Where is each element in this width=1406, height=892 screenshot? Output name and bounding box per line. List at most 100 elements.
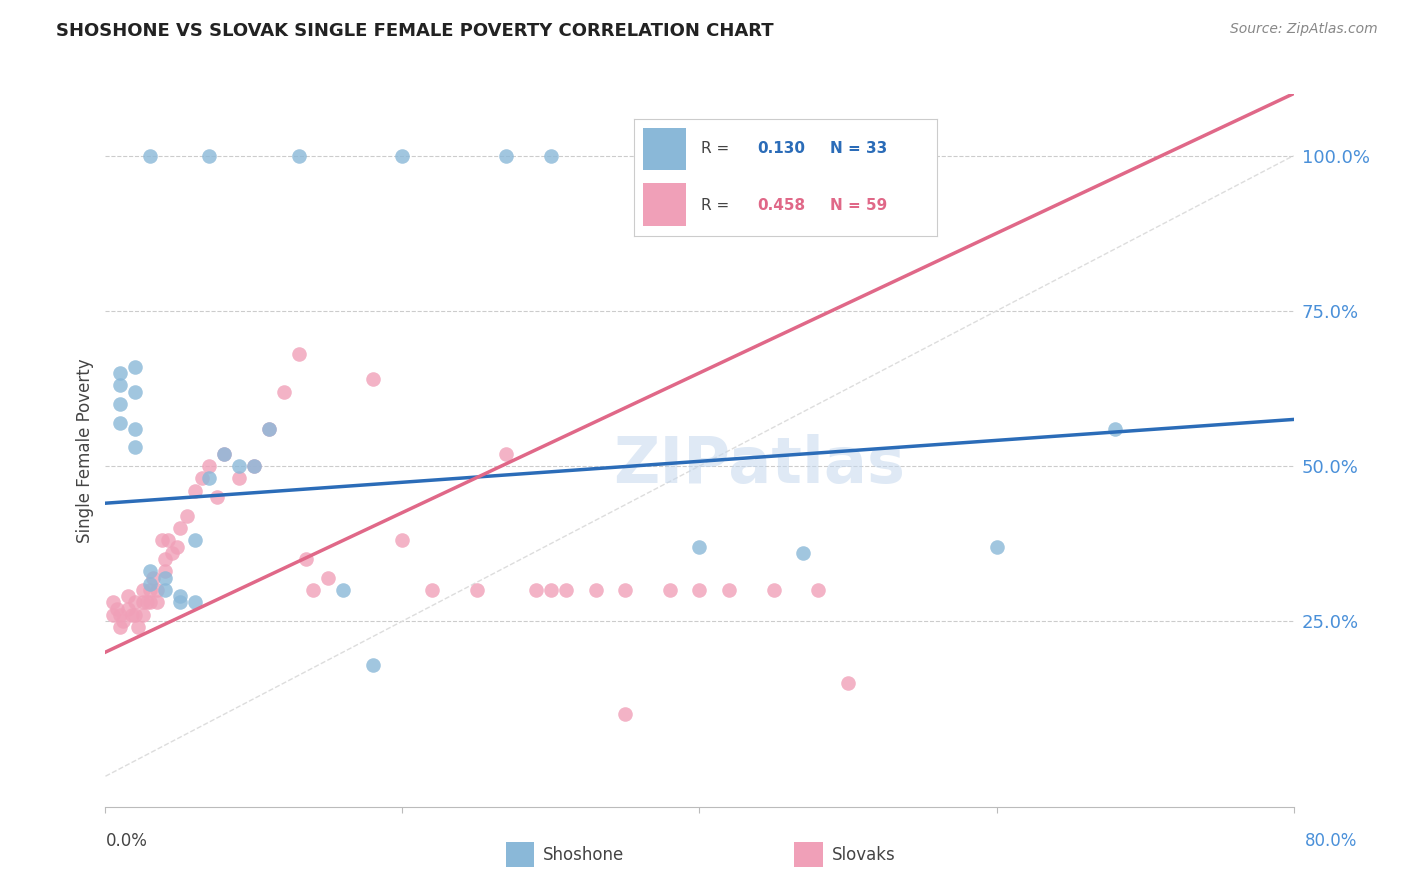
Point	[986, 540, 1008, 554]
Point	[146, 595, 169, 609]
Point	[127, 620, 149, 634]
Point	[1104, 422, 1126, 436]
Point	[718, 583, 741, 598]
Point	[124, 359, 146, 374]
Point	[139, 577, 162, 591]
Point	[228, 458, 250, 473]
Text: Slovaks: Slovaks	[832, 846, 896, 863]
Point	[176, 508, 198, 523]
Point	[214, 446, 236, 460]
Point	[198, 149, 221, 163]
Point	[524, 583, 547, 598]
Point	[124, 384, 146, 399]
Point	[136, 595, 159, 609]
Point	[287, 149, 309, 163]
Text: 80.0%: 80.0%	[1305, 831, 1357, 849]
Point	[162, 546, 184, 560]
Point	[131, 595, 153, 609]
Point	[131, 583, 153, 598]
Point	[117, 601, 139, 615]
Point	[198, 458, 221, 473]
Point	[110, 416, 132, 430]
Point	[658, 583, 681, 598]
Point	[807, 583, 830, 598]
Point	[169, 595, 191, 609]
Point	[139, 149, 162, 163]
Point	[110, 607, 132, 622]
Point	[257, 422, 280, 436]
Point	[124, 595, 146, 609]
Point	[110, 397, 132, 411]
Point	[105, 601, 128, 615]
Point	[150, 533, 173, 548]
Text: 0.0%: 0.0%	[105, 831, 148, 849]
Point	[420, 583, 443, 598]
Point	[391, 533, 413, 548]
Point	[273, 384, 295, 399]
Point	[302, 583, 325, 598]
Point	[146, 583, 169, 598]
Text: Shoshone: Shoshone	[543, 846, 624, 863]
Point	[585, 583, 607, 598]
Point	[198, 471, 221, 485]
Point	[554, 583, 576, 598]
Point	[332, 583, 354, 598]
Point	[228, 471, 250, 485]
Point	[540, 149, 562, 163]
Point	[540, 583, 562, 598]
Point	[837, 676, 859, 690]
Point	[316, 571, 339, 585]
Point	[689, 583, 711, 598]
Point	[110, 620, 132, 634]
Point	[191, 471, 214, 485]
Text: Source: ZipAtlas.com: Source: ZipAtlas.com	[1230, 22, 1378, 37]
Point	[614, 583, 637, 598]
Point	[792, 546, 814, 560]
Point	[243, 458, 266, 473]
Point	[169, 521, 191, 535]
Point	[166, 540, 188, 554]
Point	[361, 372, 384, 386]
Text: SHOSHONE VS SLOVAK SINGLE FEMALE POVERTY CORRELATION CHART: SHOSHONE VS SLOVAK SINGLE FEMALE POVERTY…	[56, 22, 773, 40]
Point	[139, 595, 162, 609]
Point	[361, 657, 384, 672]
Point	[214, 446, 236, 460]
Point	[124, 441, 146, 455]
Point	[169, 589, 191, 603]
Point	[153, 583, 176, 598]
Point	[183, 533, 205, 548]
Point	[183, 595, 205, 609]
Point	[139, 583, 162, 598]
Point	[495, 149, 517, 163]
Text: ZIPatlas: ZIPatlas	[613, 434, 905, 496]
Point	[131, 607, 153, 622]
Point	[465, 583, 488, 598]
Point	[142, 571, 165, 585]
Point	[139, 565, 162, 579]
Point	[287, 347, 309, 361]
Point	[495, 446, 517, 460]
Point	[156, 533, 179, 548]
Point	[153, 552, 176, 566]
Point	[117, 589, 139, 603]
Point	[205, 490, 228, 504]
Point	[153, 565, 176, 579]
Point	[183, 483, 205, 498]
Point	[614, 707, 637, 722]
Point	[124, 607, 146, 622]
Point	[124, 422, 146, 436]
Point	[153, 571, 176, 585]
Point	[295, 552, 318, 566]
Y-axis label: Single Female Poverty: Single Female Poverty	[76, 359, 94, 542]
Point	[110, 366, 132, 380]
Point	[101, 595, 124, 609]
Point	[391, 149, 413, 163]
Point	[112, 614, 135, 628]
Point	[110, 378, 132, 392]
Point	[243, 458, 266, 473]
Point	[762, 583, 785, 598]
Point	[689, 540, 711, 554]
Point	[257, 422, 280, 436]
Point	[101, 607, 124, 622]
Point	[121, 607, 143, 622]
